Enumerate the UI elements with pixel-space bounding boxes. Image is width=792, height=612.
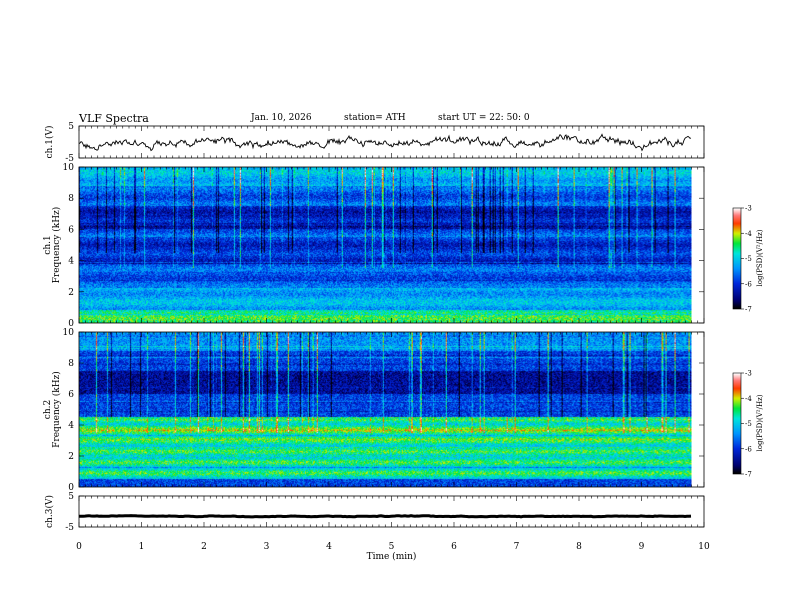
x-tick-label: 5 [389,542,395,552]
colorbar-tick-label: -4 [745,395,752,403]
x-tick-label: 6 [451,542,457,552]
y-tick-label: 0 [68,483,74,493]
y-tick-label: 5 [68,122,74,132]
x-axis-label: Time (min) [367,551,417,562]
colorbar-tick-label: -7 [745,471,752,479]
axes-group [78,125,744,528]
y-tick-label: 4 [68,257,74,267]
x-tick-label: 10 [698,542,710,552]
x-tick-label: 4 [326,542,332,552]
colorbar-tick-label: -3 [745,370,752,378]
y-tick-label: 10 [63,328,75,338]
ch2-channel-label: ch.2 [43,400,53,419]
x-tick-label: 7 [514,542,520,552]
ch2-frequency-ylabel: Frequency (kHz) [51,371,62,448]
x-tick-label: 3 [264,542,270,552]
y-tick-label: 0 [68,319,74,329]
ch3-waveform-ylabel: ch.3(V) [44,495,55,528]
x-tick-label: 8 [576,542,582,552]
start-time-label: start UT = 22: 50: 0 [438,113,530,123]
x-tick-label: 9 [639,542,645,552]
x-tick-label: 2 [201,542,207,552]
date-label: Jan. 10, 2026 [251,113,312,123]
ch1-frequency-ylabel: Frequency (kHz) [51,207,62,284]
colorbar-ch1 [733,208,741,309]
y-tick-label: 2 [68,452,74,462]
y-tick-label: 6 [68,225,74,235]
y-tick-label: -5 [65,523,74,533]
y-tick-label: 8 [68,194,74,204]
ch1-spectrogram-image [79,167,692,323]
colorbar-tick-label: -5 [745,255,752,263]
ch3-waveform-line [78,514,692,519]
station-label: station= ATH [344,113,406,123]
y-tick-label: 6 [68,390,74,400]
y-tick-label: 8 [68,359,74,369]
colorbar-tick-label: -6 [745,445,752,453]
y-tick-label: 5 [68,492,74,502]
y-tick-label: -5 [65,154,74,164]
y-tick-label: 4 [68,421,74,431]
y-tick-label: 10 [63,163,75,173]
ch1-waveform-line [78,133,692,152]
y-tick-label: 2 [68,288,74,298]
colorbar-tick-label: -6 [745,280,752,288]
colorbar-tick-label: -7 [745,306,752,314]
x-tick-label: 1 [139,542,145,552]
colorbar-label-2: log(PSD)(V²/Hz) [756,394,764,451]
colorbar-tick-label: -4 [745,230,752,238]
figure-title: VLF Spectra [79,112,149,125]
x-tick-label: 0 [76,542,82,552]
colorbar-tick-label: -3 [745,205,752,213]
ch2-spectrogram-image [79,332,692,487]
colorbar-tick-label: -5 [745,420,752,428]
colorbar-label-1: log(PSD)(V²/Hz) [756,229,764,286]
colorbar-ch2 [733,373,741,474]
ch1-channel-label: ch.1 [43,235,53,254]
ch1-waveform-ylabel: ch.1(V) [44,126,55,159]
